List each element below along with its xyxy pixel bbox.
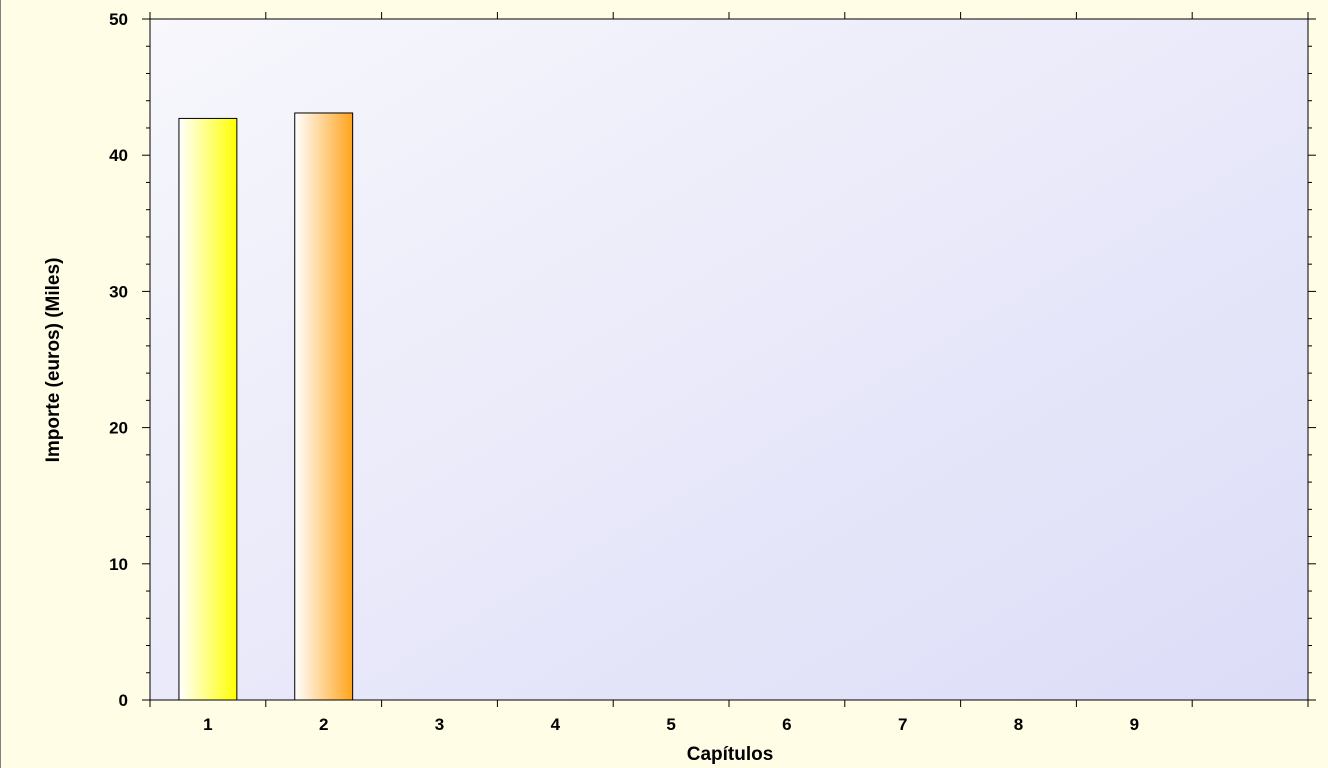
y-tick-label: 20 (109, 419, 128, 438)
x-axis-title: Capítulos (687, 744, 774, 765)
y-tick-label: 40 (109, 146, 128, 165)
bar-series (178, 112, 354, 701)
y-tick-label: 50 (109, 10, 128, 29)
x-tick-label: 8 (1014, 715, 1023, 734)
y-tick-label: 0 (119, 691, 128, 710)
bar-2 (294, 112, 354, 701)
x-tick-label: 4 (551, 715, 561, 734)
y-tick-label: 30 (109, 282, 128, 301)
y-tick-label: 10 (109, 555, 128, 574)
y-axis: 0 10 20 30 40 50 (109, 10, 1316, 710)
x-tick-label: 1 (203, 715, 212, 734)
x-tick-label: 2 (319, 715, 328, 734)
bar-1 (178, 117, 238, 701)
x-tick-label: 7 (898, 715, 907, 734)
x-tick-label: 5 (666, 715, 675, 734)
x-tick-label: 9 (1130, 715, 1139, 734)
x-tick-label: 6 (782, 715, 791, 734)
x-tick-label: 3 (435, 715, 444, 734)
x-axis: 1 2 3 4 5 6 7 8 9 (149, 12, 1309, 734)
y-axis-title: Importe (euros) (Miles) (43, 258, 64, 463)
